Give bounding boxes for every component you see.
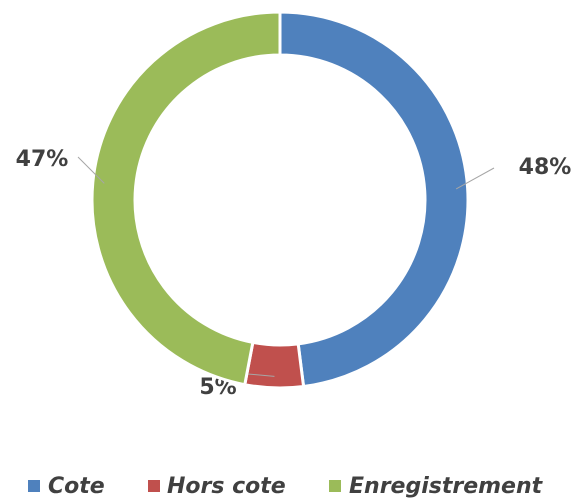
legend-swatch	[28, 480, 40, 492]
leader-line	[455, 167, 495, 190]
legend-swatch	[148, 480, 160, 492]
leader-line	[247, 373, 275, 377]
donut-slice	[90, 10, 282, 387]
legend-label: Enregistrement	[349, 474, 544, 499]
legend-swatch	[329, 480, 341, 492]
donut-slice	[243, 340, 306, 390]
leader-line	[77, 156, 105, 184]
donut-slice	[278, 10, 470, 389]
legend-label: Cote	[48, 474, 105, 499]
legend-label: Hors cote	[167, 474, 286, 499]
data-label: 48%	[519, 155, 572, 180]
data-label: 47%	[16, 147, 69, 172]
